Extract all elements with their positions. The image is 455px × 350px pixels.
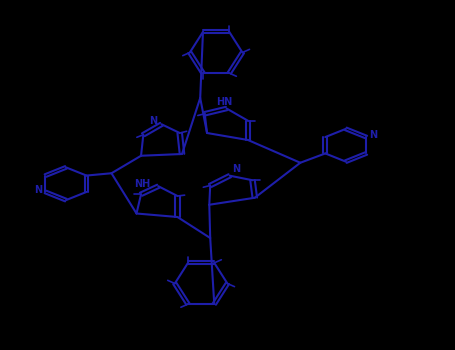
Text: HN: HN — [216, 97, 233, 107]
Text: N: N — [369, 130, 377, 140]
Text: NH: NH — [134, 180, 150, 189]
Text: N: N — [35, 185, 43, 195]
Text: N: N — [149, 116, 157, 126]
Text: N: N — [232, 164, 240, 174]
